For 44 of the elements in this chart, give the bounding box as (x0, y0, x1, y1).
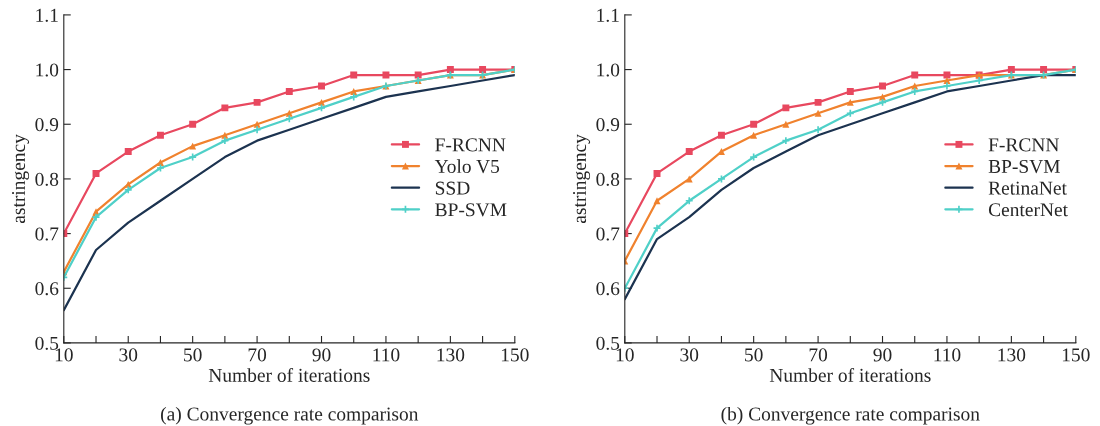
y-tick-label: 0.9 (596, 118, 620, 132)
x-tick-label: 10 (616, 348, 634, 362)
y-tick-label: 1.0 (36, 63, 59, 77)
y-axis-title: astringency (12, 134, 30, 224)
x-tick-label: 130 (437, 348, 465, 362)
x-tick-label: 150 (1062, 348, 1090, 362)
x-tick-label: 30 (119, 348, 138, 362)
x-tick-label: 50 (184, 348, 202, 362)
y-tick-label: 1.1 (36, 8, 58, 22)
x-tick-label: 150 (501, 348, 529, 362)
text: (a) Convergence rate comparison (161, 406, 419, 425)
legend-label: CenterNet (988, 203, 1068, 217)
x-axis-title: Number of iterations (208, 368, 370, 382)
x-tick-label: 10 (55, 348, 73, 362)
x-tick-label: 70 (248, 348, 267, 362)
x-tick-label: 90 (873, 348, 892, 362)
legend-label: BP-SVM (988, 159, 1060, 174)
x-tick-label: 110 (373, 348, 400, 362)
legend-label: Yolo V5 (434, 159, 500, 174)
x-tick-label: 90 (312, 348, 331, 362)
y-tick-label: 0.6 (35, 282, 59, 296)
legend-label: BP-SVM (435, 203, 507, 217)
text: (b) Convergence rate comparison (721, 406, 980, 425)
legend-label: RetinaNet (988, 181, 1067, 195)
x-tick-label: 30 (680, 348, 699, 362)
y-tick-label: 0.7 (35, 227, 59, 241)
y-tick-label: 0.8 (596, 172, 620, 186)
y-tick-label: 0.7 (596, 227, 620, 241)
x-tick-label: 110 (934, 348, 961, 362)
legend-label: F-RCNN (988, 138, 1059, 152)
y-tick-label: 0.9 (35, 118, 59, 132)
y-tick-label: 0.5 (596, 336, 620, 350)
x-tick-label: 130 (998, 348, 1026, 362)
x-tick-label: 50 (745, 348, 763, 362)
y-tick-label: 1.1 (597, 8, 619, 22)
y-axis-title: astringency (573, 134, 591, 224)
y-tick-label: 0.8 (35, 172, 59, 186)
legend-label: F-RCNN (435, 138, 506, 152)
x-axis-title: Number of iterations (769, 368, 931, 382)
y-tick-label: 0.5 (35, 336, 59, 350)
legend-label: SSD (435, 181, 470, 195)
y-tick-label: 0.6 (596, 282, 620, 296)
x-tick-label: 70 (809, 348, 828, 362)
y-tick-label: 1.0 (597, 63, 620, 77)
